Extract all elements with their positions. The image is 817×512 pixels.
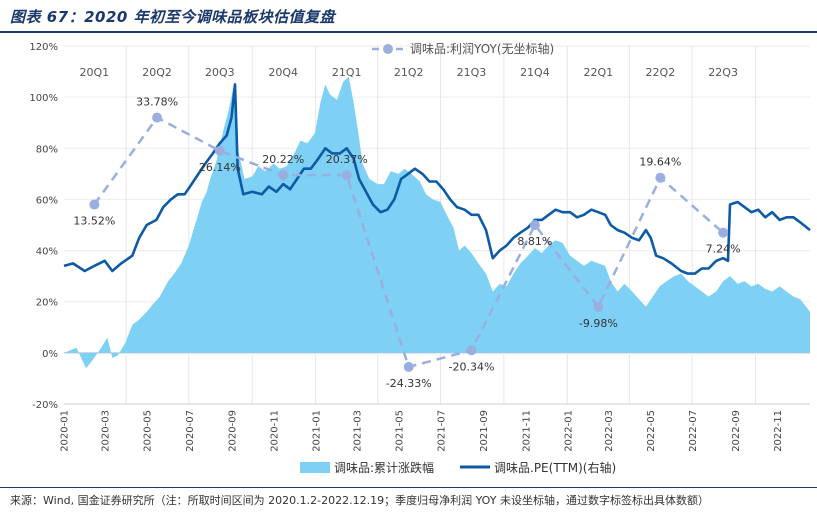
y-tick-label: 120%	[29, 42, 58, 53]
profit-yoy-point	[214, 145, 225, 156]
profit-yoy-point	[466, 345, 477, 356]
x-tick-label: 2021-07	[436, 410, 447, 452]
profit-yoy-point	[341, 170, 352, 181]
y-tick-label: 0%	[42, 349, 58, 360]
quarter-label: 21Q3	[457, 66, 487, 79]
y-tick-label: 60%	[36, 195, 58, 206]
quarter-label: 22Q2	[646, 66, 676, 79]
quarter-label: 21Q1	[332, 66, 362, 79]
y-tick-label: 20%	[36, 298, 58, 309]
quarter-label-layer: 20Q1 20Q2 20Q3 20Q4 21Q1 21Q2 21Q3 21Q4 22Q1 22Q2…	[80, 66, 738, 79]
legend-pe-label: 调味品.PE(TTM)(右轴)	[494, 460, 616, 475]
cumulative-return-area	[64, 76, 810, 369]
x-tick-label: 2022-09	[731, 410, 742, 452]
profit-yoy-layer: 13.52% 33.78% 26.14% 20.22% 20.37% -24.33% -20…	[73, 96, 740, 390]
quarter-label: 20Q4	[268, 66, 298, 79]
quarter-label: 20Q3	[205, 66, 235, 79]
quarter-label: 20Q2	[142, 66, 172, 79]
x-tick-label: 2020-09	[228, 410, 239, 452]
quarter-label: 21Q2	[394, 66, 424, 79]
quarter-label: 20Q1	[80, 66, 110, 79]
quarter-label: 22Q3	[708, 66, 738, 79]
profit-yoy-data-label: -9.98%	[579, 317, 618, 330]
profit-yoy-data-label: 26.14%	[199, 161, 241, 174]
profit-yoy-point	[593, 301, 604, 312]
axis-layer: -20% 0% 20% 40% 60% 80% 100% 120% 2020-01 2020-03…	[29, 42, 810, 452]
source-rule	[0, 487, 817, 488]
quarter-label: 22Q1	[584, 66, 614, 79]
x-tick-label: 2021-01	[312, 410, 323, 452]
x-tick-label: 2021-11	[521, 410, 532, 452]
profit-yoy-point	[529, 220, 540, 230]
x-tick-label: 2020-01	[59, 410, 70, 452]
legend-area-label: 调味品:累计涨跌幅	[334, 460, 434, 475]
x-tick-label: 2020-03	[101, 410, 112, 452]
profit-yoy-point	[655, 172, 666, 183]
profit-yoy-data-label: 8.81%	[517, 235, 552, 248]
profit-yoy-data-label: 13.52%	[73, 215, 115, 228]
y-tick-label: -20%	[32, 400, 58, 411]
pe-line-layer	[63, 83, 811, 275]
quarter-label: 21Q4	[520, 66, 550, 79]
x-tick-label: 2020-05	[143, 410, 154, 452]
source-note: 来源：Wind, 国金证券研究所（注：所取时间区间为 2020.1.2-2022…	[10, 494, 709, 507]
y-tick-label: 100%	[29, 93, 58, 104]
x-tick-label: 2021-09	[479, 410, 490, 452]
legend-yoy-label: 调味品:利润YOY(无坐标轴)	[410, 41, 554, 56]
profit-yoy-point	[278, 170, 289, 181]
x-tick-label: 2022-05	[646, 410, 657, 452]
profit-yoy-point	[718, 227, 729, 238]
x-tick-label: 2020-07	[185, 410, 196, 452]
x-tick-label: 2022-01	[563, 410, 574, 452]
x-tick-label: 2022-11	[773, 410, 784, 452]
x-tick-label: 2022-07	[688, 410, 699, 452]
pe-ttm-line	[63, 83, 811, 275]
x-tick-label: 2022-03	[604, 410, 615, 452]
legend-area-swatch	[300, 462, 330, 473]
x-tick-label: 2021-03	[352, 410, 363, 452]
profit-yoy-point	[152, 112, 163, 123]
profit-yoy-data-label: 33.78%	[136, 96, 178, 109]
profit-yoy-data-label: -24.33%	[386, 377, 432, 390]
profit-yoy-data-label: 7.24%	[706, 243, 741, 256]
title-rule	[0, 31, 817, 33]
valuation-chart: 13.52%33.78%26.14%20.22% 20.37%-24.33%-20…	[29, 41, 811, 475]
y-tick-label: 40%	[36, 247, 58, 258]
y-tick-label: 80%	[36, 144, 58, 155]
cumulative-return-area-layer	[64, 76, 810, 369]
legend-bottom: 调味品:累计涨跌幅 调味品.PE(TTM)(右轴)	[300, 460, 616, 475]
legend-top: 调味品:利润YOY(无坐标轴)	[372, 41, 554, 56]
x-tick-label: 2021-05	[394, 410, 405, 452]
profit-yoy-data-label: 20.37%	[326, 153, 368, 166]
profit-yoy-point	[403, 361, 414, 372]
profit-yoy-data-label: 20.22%	[262, 153, 304, 166]
profit-yoy-data-label: -20.34%	[449, 360, 495, 373]
profit-yoy-data-label: 19.64%	[639, 156, 681, 169]
profit-yoy-point	[89, 199, 100, 210]
legend-yoy-marker	[383, 44, 393, 54]
x-tick-label: 2020-11	[270, 410, 281, 452]
figure-title: 图表 67：2020 年初至今调味品板块估值复盘	[10, 8, 336, 26]
